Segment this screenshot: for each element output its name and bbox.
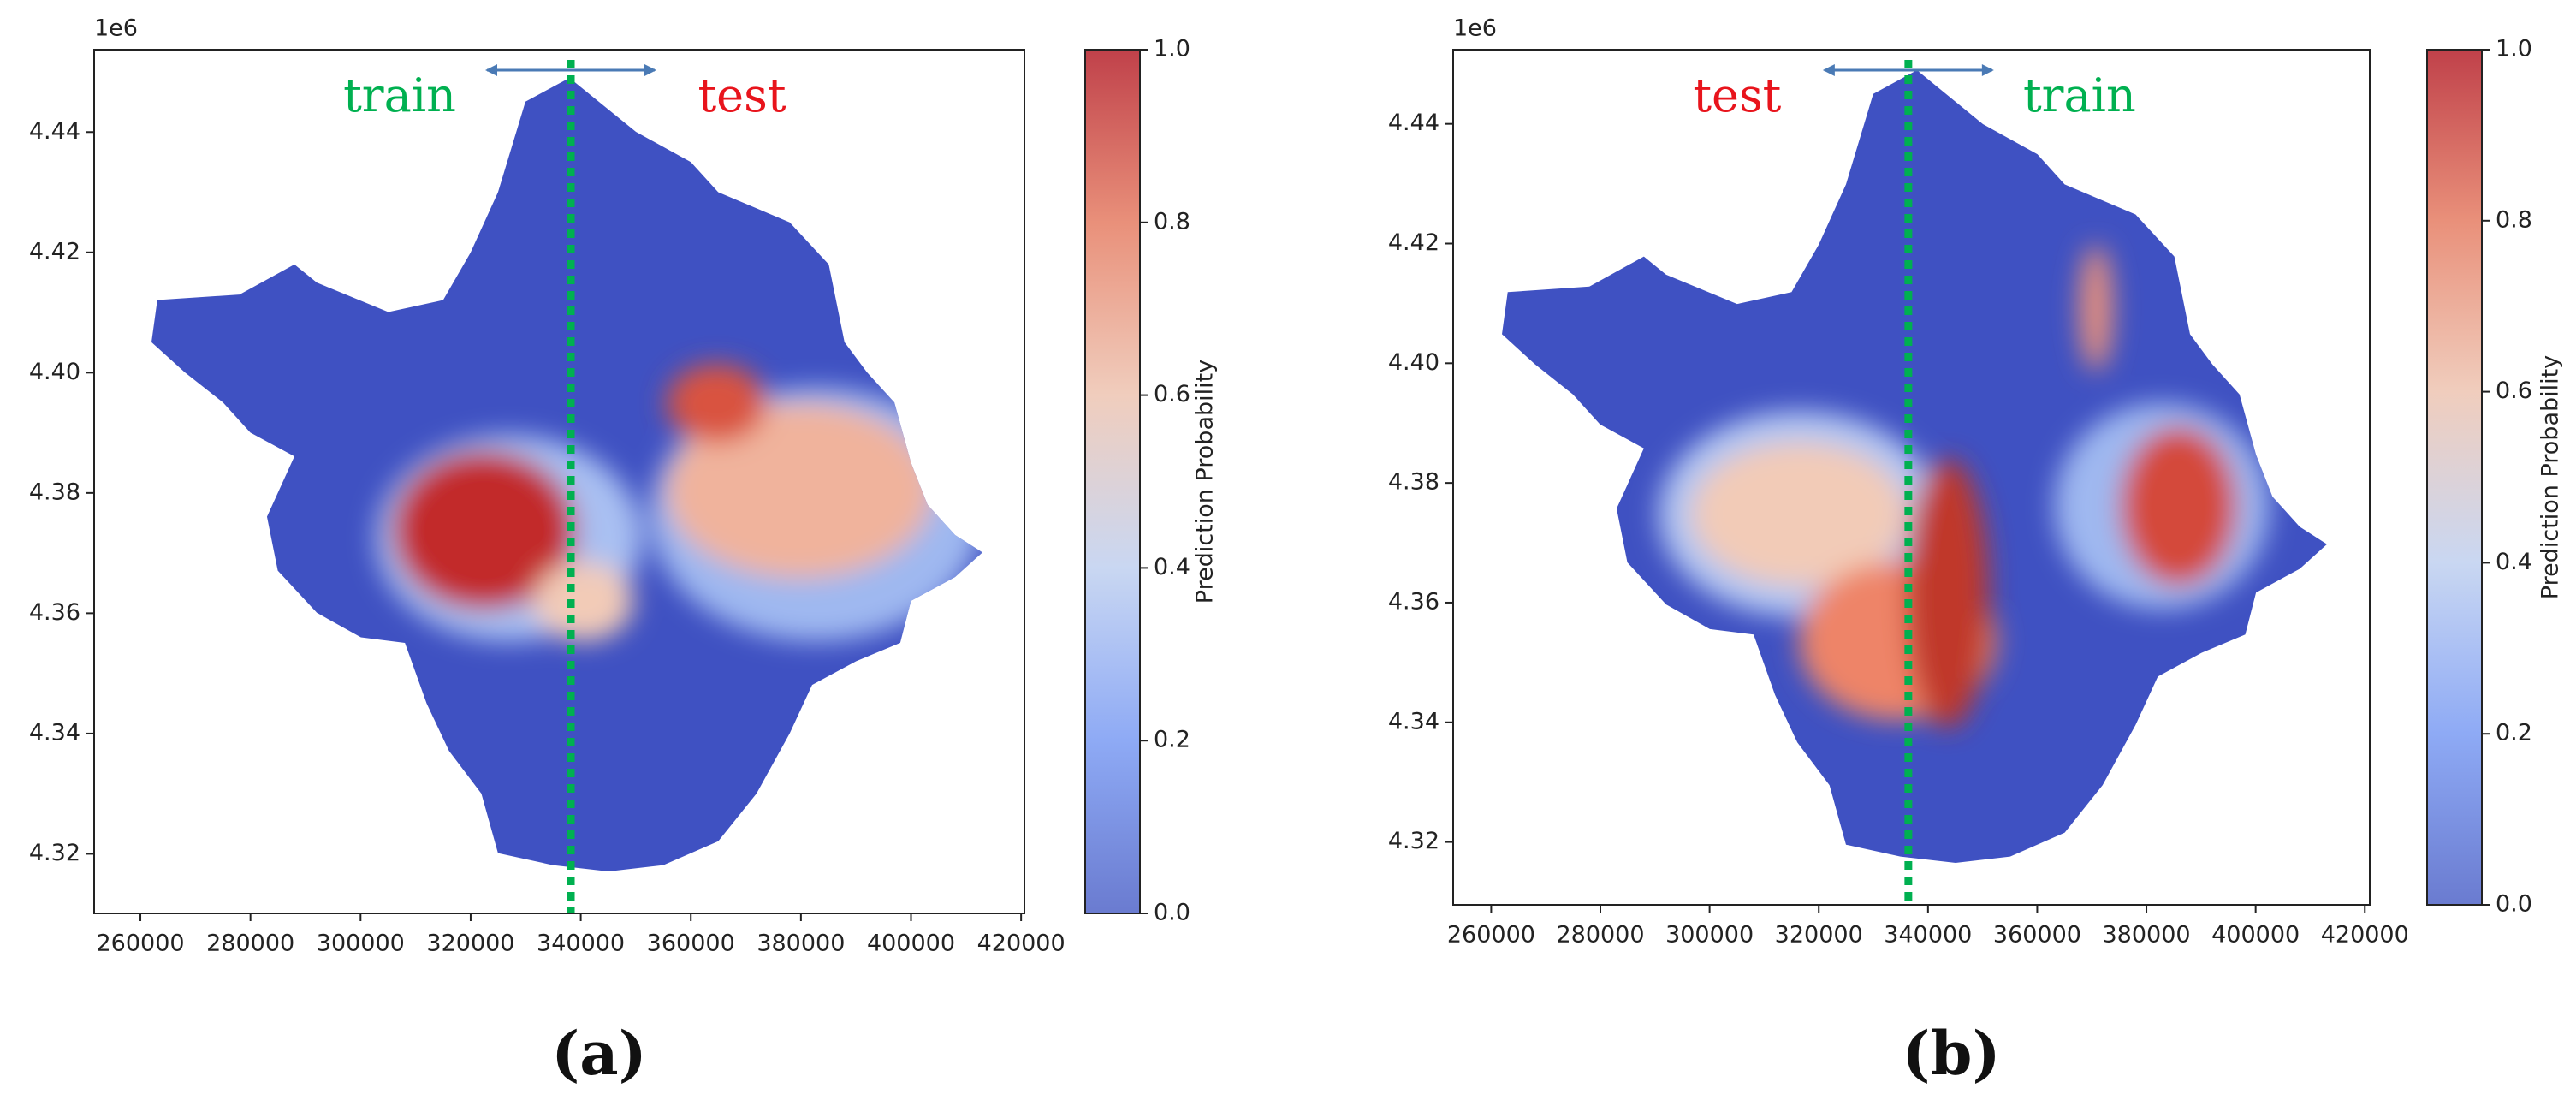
colorbar-tick-label: 0.2 — [2496, 720, 2532, 746]
y-offset-label: 1e6 — [1453, 15, 1497, 42]
x-tick-label: 400000 — [2211, 922, 2300, 948]
x-tick-label: 360000 — [1993, 922, 2081, 948]
plot-frame — [93, 49, 1025, 914]
x-tick-label: 300000 — [317, 931, 405, 957]
colorbar — [1084, 49, 1141, 914]
colorbar-tick-label: 1.0 — [2496, 36, 2532, 62]
panel-label: (a) — [551, 1018, 647, 1089]
x-tick-label: 340000 — [1884, 922, 1972, 948]
colorbar-tick-label: 0.8 — [2496, 206, 2532, 233]
colorbar-label: Prediction Probability — [1192, 360, 1219, 604]
y-tick-label: 4.40 — [29, 359, 80, 385]
y-tick-label: 4.34 — [1388, 708, 1439, 734]
colorbar-tick-label: 0.4 — [1154, 554, 1190, 580]
annotation: test — [697, 68, 786, 122]
colorbar-tick-label: 0.4 — [2496, 549, 2532, 575]
x-tick-label: 260000 — [96, 931, 184, 957]
annotation: test — [1693, 68, 1781, 122]
y-tick-label: 4.36 — [29, 599, 80, 626]
x-tick-label: 380000 — [757, 931, 845, 957]
y-tick-label: 4.38 — [1388, 469, 1439, 496]
y-tick-label: 4.40 — [1388, 349, 1439, 376]
x-tick-label: 360000 — [647, 931, 735, 957]
colorbar-label: Prediction Probability — [2537, 355, 2564, 599]
x-tick-label: 420000 — [2321, 922, 2409, 948]
y-tick-label: 4.44 — [29, 118, 80, 145]
x-tick-label: 320000 — [426, 931, 514, 957]
plot-frame — [1452, 49, 2371, 906]
x-tick-label: 300000 — [1665, 922, 1754, 948]
y-tick-label: 4.38 — [29, 479, 80, 505]
panel-label: (b) — [1902, 1018, 2000, 1089]
map-region — [1502, 70, 2327, 863]
y-tick-label: 4.34 — [29, 719, 80, 746]
y-tick-label: 4.32 — [1388, 828, 1439, 854]
x-tick-label: 340000 — [537, 931, 625, 957]
x-tick-label: 280000 — [1556, 922, 1644, 948]
x-tick-label: 320000 — [1775, 922, 1863, 948]
x-tick-label: 420000 — [977, 931, 1065, 957]
colorbar-tick-label: 0.2 — [1154, 727, 1190, 753]
colorbar-tick-label: 0.6 — [2496, 378, 2532, 404]
colorbar-tick-label: 0.6 — [1154, 381, 1190, 407]
colorbar-tick-label: 1.0 — [1154, 36, 1190, 62]
colorbar-tick-label: 0.8 — [1154, 208, 1190, 235]
colorbar — [2426, 49, 2483, 906]
annotation: train — [2023, 68, 2136, 122]
map-region — [151, 78, 982, 871]
x-tick-label: 260000 — [1447, 922, 1535, 948]
colorbar-tick-label: 0.0 — [2496, 891, 2532, 918]
y-tick-label: 4.36 — [1388, 588, 1439, 615]
y-tick-label: 4.44 — [1388, 110, 1439, 136]
y-offset-label: 1e6 — [94, 15, 138, 42]
x-tick-label: 400000 — [867, 931, 955, 957]
y-tick-label: 4.32 — [29, 840, 80, 866]
x-tick-label: 380000 — [2103, 922, 2191, 948]
x-tick-label: 280000 — [206, 931, 294, 957]
y-tick-label: 4.42 — [1388, 229, 1439, 256]
colorbar-tick-label: 0.0 — [1154, 900, 1190, 926]
y-tick-label: 4.42 — [29, 238, 80, 265]
annotation: train — [343, 68, 456, 122]
